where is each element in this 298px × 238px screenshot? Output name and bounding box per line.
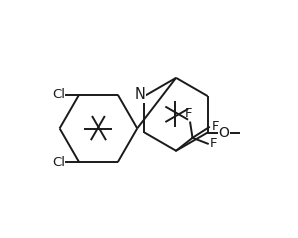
Text: N: N — [135, 87, 146, 102]
Text: Cl: Cl — [52, 88, 65, 101]
Text: F: F — [210, 137, 218, 150]
Text: F: F — [211, 119, 219, 133]
Text: Cl: Cl — [52, 155, 65, 169]
Text: O: O — [219, 125, 229, 139]
Text: F: F — [185, 107, 193, 120]
